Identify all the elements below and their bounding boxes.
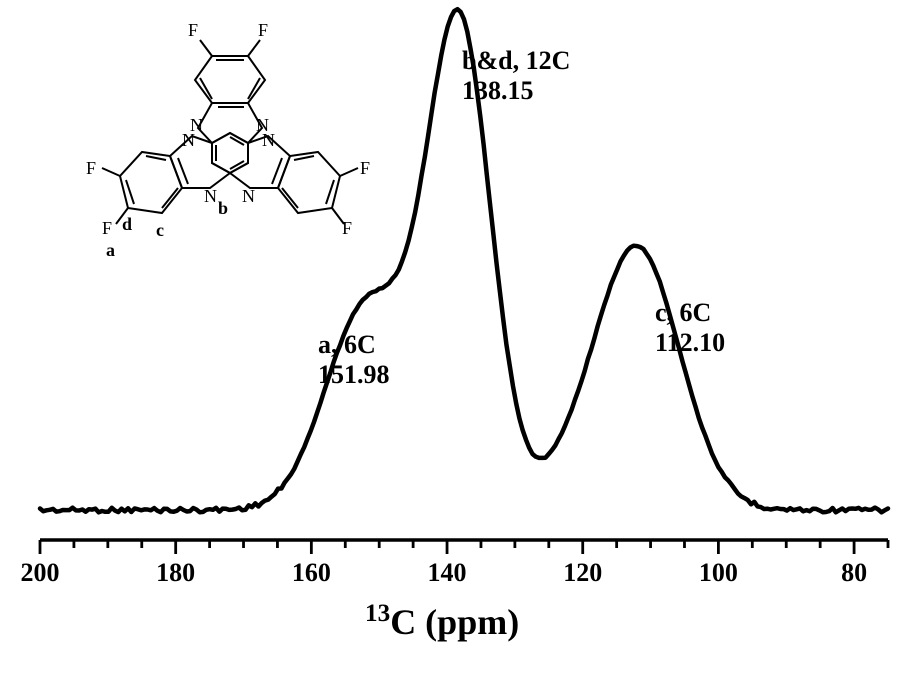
F-br-lower: F	[342, 218, 352, 239]
axis-super: 13	[365, 600, 390, 627]
F-top-left: F	[188, 20, 198, 41]
F-bl-lower: F	[102, 218, 112, 239]
mol-label-a: a	[106, 240, 115, 261]
F-bl-upper: F	[86, 158, 96, 179]
axis-main: C (ppm)	[390, 602, 519, 642]
peak-c-line1: c, 6C	[655, 298, 711, 327]
tick-label-140: 140	[428, 558, 467, 588]
molecule-structure	[70, 18, 390, 308]
peak-label-a: a, 6C 151.98	[318, 330, 390, 390]
tick-label-120: 120	[563, 558, 602, 588]
tick-label-160: 160	[292, 558, 331, 588]
N-bl-upper: N	[182, 130, 195, 151]
N-br-upper: N	[262, 130, 275, 151]
peak-a-line2: 151.98	[318, 360, 390, 389]
peak-bd-line2: 138.15	[462, 76, 534, 105]
N-bl-lower: N	[204, 186, 217, 207]
mol-label-d: d	[122, 214, 132, 235]
N-br-lower: N	[242, 186, 255, 207]
peak-c-line2: 112.10	[655, 328, 725, 357]
tick-label-180: 180	[156, 558, 195, 588]
x-axis-title: 13C (ppm)	[365, 600, 519, 643]
mol-label-c: c	[156, 220, 164, 241]
peak-a-line1: a, 6C	[318, 330, 376, 359]
F-top-right: F	[258, 20, 268, 41]
F-br-upper: F	[360, 158, 370, 179]
figure-canvas: a, 6C 151.98 b&d, 12C 138.15 c, 6C 112.1…	[0, 0, 918, 677]
mol-label-b: b	[218, 198, 228, 219]
peak-label-bd: b&d, 12C 138.15	[462, 46, 570, 106]
tick-label-100: 100	[699, 558, 738, 588]
tick-label-80: 80	[841, 558, 867, 588]
peak-label-c: c, 6C 112.10	[655, 298, 725, 358]
tick-label-200: 200	[21, 558, 60, 588]
peak-bd-line1: b&d, 12C	[462, 46, 570, 75]
